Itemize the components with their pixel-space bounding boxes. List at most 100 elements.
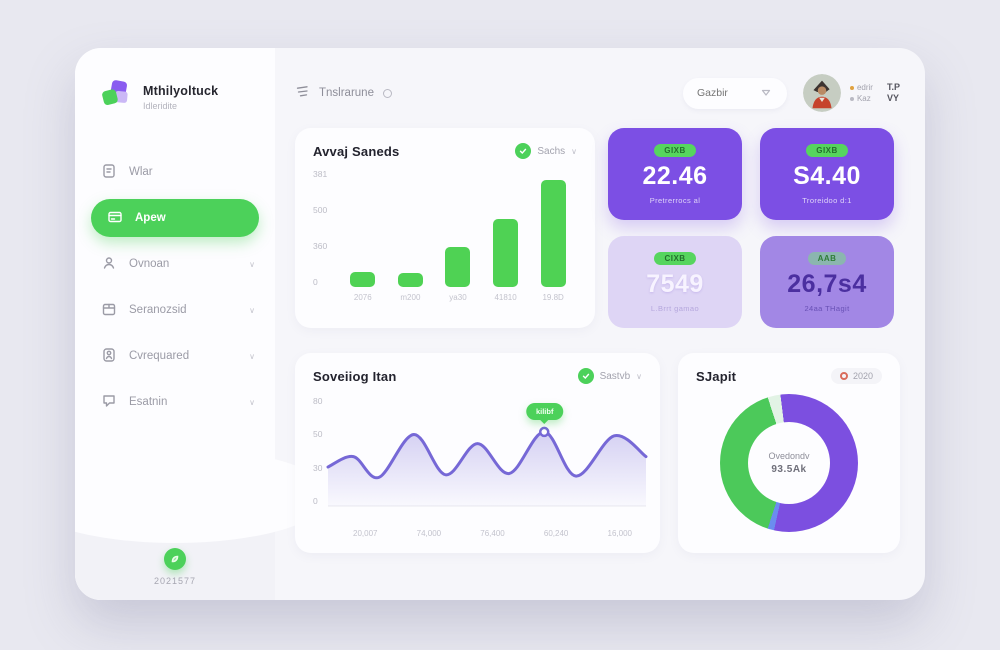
status-dot-icon	[849, 85, 854, 90]
user-avatar[interactable]	[802, 74, 841, 112]
page-title: Tnslrarune	[319, 87, 374, 99]
chevron-down-icon: ∨	[249, 397, 255, 407]
stat-value: S4.40	[793, 161, 861, 190]
stat-card-0: GIXB 22.46 Pretrerrocs al	[608, 128, 742, 220]
stat-value: 22.46	[642, 161, 708, 190]
stat-value: 26,7s4	[787, 269, 867, 298]
line-area-path	[328, 431, 647, 506]
sidebar-item-5[interactable]: Esatnin ∨	[75, 379, 275, 425]
box-icon	[101, 301, 117, 320]
sidebar-item-label: Esatnin	[129, 396, 168, 408]
stat-value: 7549	[646, 269, 704, 298]
ring-icon	[839, 372, 848, 380]
donut-chart-card: SJapit 2020 Ovedondv 93.5Ak	[678, 353, 900, 553]
bar-card-dropdown-label: Sachs	[537, 145, 566, 157]
sidebar-item-label: Apew	[135, 212, 166, 224]
user-meta: edrir Kaz T.P VY	[849, 82, 900, 104]
bar-ytick-label: 0	[313, 277, 318, 287]
chevron-down-icon: ∨	[249, 259, 255, 269]
donut-year-badge[interactable]: 2020	[830, 368, 882, 384]
stat-label: L.Brrt gamao	[650, 303, 700, 313]
line-card-dropdown-label: Sastvb	[599, 370, 631, 382]
green-dot-icon	[577, 368, 594, 384]
app-subtitle: Idleridite	[143, 101, 178, 111]
sidebar-footer-text: 2021577	[153, 576, 197, 586]
sidebar-item-3[interactable]: Seranozsid ∨	[75, 287, 275, 333]
main-content: Tnslrarune edrir	[275, 48, 925, 600]
stat-card-2: CIXB 7549 L.Brrt gamao	[608, 236, 742, 328]
title-badge-icon	[382, 88, 392, 98]
stat-badge: AAB	[807, 251, 847, 265]
stat-label: 24aa THagit	[804, 303, 850, 313]
sidebar-item-label: Cvrequared	[129, 350, 190, 362]
chevron-down-icon: ∨	[636, 371, 642, 381]
bar-xtick-label: ya30	[449, 293, 467, 302]
line-chart-svg	[326, 426, 648, 507]
user-meta-line2: VY	[886, 93, 899, 103]
document-icon	[101, 163, 117, 182]
dropdown-triangle-icon[interactable]	[761, 84, 771, 102]
chevron-down-icon: ∨	[249, 305, 255, 315]
app-logo: Mthilyoltuck Idleridite	[75, 48, 275, 141]
line-card-dropdown[interactable]: Sastvb ∨	[577, 368, 642, 384]
chevron-down-icon: ∨	[249, 351, 255, 361]
bar-ytick-label: 381	[313, 169, 328, 179]
bar-xtick-label: 19.8D	[542, 293, 564, 302]
sidebar-item-1-active[interactable]: Apew	[91, 199, 259, 237]
filter-icon[interactable]	[295, 84, 310, 102]
sidebar-item-4[interactable]: Cvrequared ∨	[75, 333, 275, 379]
sidebar-item-2[interactable]: Ovnoan ∨	[75, 241, 275, 287]
donut-card-title: SJapit	[696, 368, 737, 384]
stat-label: Troreidoo d:1	[802, 195, 852, 205]
bar-chart-bars	[339, 169, 577, 287]
line-ytick-label: 0	[313, 495, 318, 506]
card-icon	[107, 209, 123, 228]
chevron-down-icon: ∨	[571, 146, 577, 156]
bar	[445, 247, 471, 287]
sidebar-item-label: Ovnoan	[129, 258, 170, 270]
search-input[interactable]	[696, 87, 761, 99]
line-xtick-label: 16,000	[607, 529, 632, 538]
line-tooltip: kilibf	[525, 402, 564, 420]
donut-center-line2: 93.5Ak	[771, 464, 807, 475]
app-title: Mthilyoltuck	[143, 84, 219, 98]
stat-cards-grid: GIXB 22.46 Pretrerrocs al GIXB S4.40 Tro…	[608, 128, 894, 328]
sidebar: Mthilyoltuck Idleridite Wlar Apew	[75, 48, 330, 600]
line-xtick-label: 60,240	[543, 529, 569, 538]
line-xtick-label: 76,400	[480, 529, 505, 538]
bar-chart-card: Avvaj Saneds Sachs ∨ 381 500 360 0 2076 m200…	[295, 128, 595, 328]
stat-card-1: GIXB S4.40 Troreidoo d:1	[760, 128, 894, 220]
sidebar-item-label: Seranozsid	[129, 304, 187, 316]
line-peak-dot	[539, 426, 550, 438]
sidebar-item-0[interactable]: Wlar	[75, 149, 275, 195]
line-series-path	[326, 430, 648, 480]
bar-xtick-label: m200	[400, 293, 421, 302]
bar-card-dropdown[interactable]: Sachs ∨	[515, 143, 577, 159]
user-meta-line1: T.P	[886, 82, 900, 92]
user-name-line2: Kaz	[856, 94, 871, 103]
user-icon	[101, 255, 117, 274]
status-dot-icon	[849, 96, 854, 101]
line-ytick-label: 30	[313, 462, 323, 473]
leaf-badge-icon[interactable]	[164, 548, 186, 570]
bar	[350, 272, 376, 287]
profile-badge-icon	[101, 347, 117, 366]
stat-badge: GIXB	[806, 143, 848, 157]
sidebar-item-label: Wlar	[129, 166, 153, 178]
bar-ytick-label: 360	[313, 241, 328, 251]
line-ytick-label: 50	[313, 429, 323, 440]
bar	[397, 273, 423, 287]
line-chart-card: Soveiiog Itan Sastvb ∨ 80 50 30 0	[295, 353, 660, 553]
bar	[540, 180, 566, 287]
logo-cube-icon	[99, 78, 133, 117]
bar-card-title: Avvaj Saneds	[313, 143, 400, 159]
line-chart-xticks: 20,007 74,000 76,400 60,240 16,000	[353, 529, 632, 538]
topbar: Tnslrarune edrir	[295, 74, 900, 112]
donut-ring: Ovedondv 93.5Ak	[720, 394, 858, 532]
bar-chart-yticks: 381 500 360 0	[313, 169, 339, 287]
search-box[interactable]	[682, 77, 787, 109]
stat-card-3: AAB 26,7s4 24aa THagit	[760, 236, 894, 328]
stat-badge: GIXB	[654, 143, 696, 157]
line-xtick-label: 74,000	[416, 529, 442, 538]
line-chart-yticks: 80 50 30 0	[313, 390, 322, 506]
